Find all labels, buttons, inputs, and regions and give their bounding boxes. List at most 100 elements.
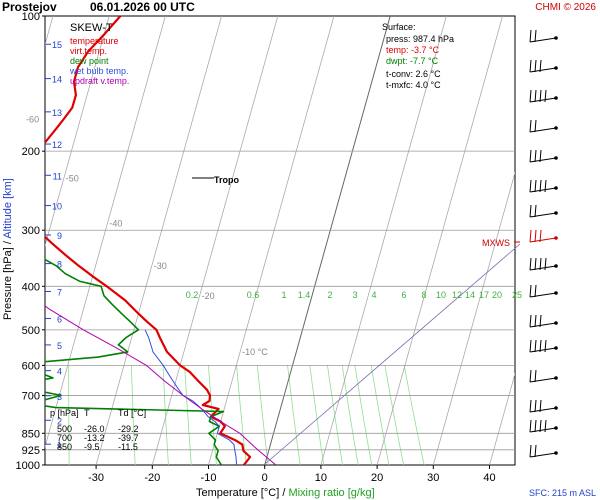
wind-barb-flag bbox=[534, 399, 537, 413]
altitude-tick-label: 3 bbox=[57, 392, 62, 402]
wind-barb-flag bbox=[539, 149, 542, 163]
max-forecast-temperature: t-mxfc: 4.0 °C bbox=[386, 80, 441, 90]
altitude-tick-label: 2 bbox=[57, 416, 62, 426]
wind-barb-flag bbox=[529, 59, 532, 73]
altitude-tick-label: 12 bbox=[52, 140, 62, 150]
wind-barb-flag bbox=[529, 444, 532, 458]
isotherm-label: -50 bbox=[66, 173, 79, 183]
wind-barb-station bbox=[554, 291, 558, 295]
mixing-ratio-label: 1 bbox=[281, 290, 286, 300]
wind-barb-flag bbox=[534, 149, 537, 163]
wind-barb-flag bbox=[544, 89, 547, 103]
wind-barb-station bbox=[554, 156, 558, 160]
wind-barb-flag bbox=[534, 444, 537, 458]
wind-barb-shaft bbox=[529, 212, 557, 218]
max-wind-marker: MXWS bbox=[264, 238, 521, 465]
x-axis-label: Temperature [°C] bbox=[196, 487, 279, 499]
isotherm-line bbox=[432, 171, 515, 465]
wind-barb-station bbox=[554, 236, 558, 240]
mixing-ratio-line bbox=[256, 365, 269, 465]
wind-barb-shaft bbox=[529, 265, 557, 271]
wind-barb-flag bbox=[529, 149, 532, 163]
wind-barb-flag bbox=[539, 399, 542, 413]
mixing-ratio-line bbox=[184, 365, 192, 465]
wind-barb-flag bbox=[534, 314, 537, 328]
wind-barb-station bbox=[554, 264, 558, 268]
isotherm-line bbox=[45, 16, 166, 449]
pressure-tick-label: 400 bbox=[22, 281, 40, 293]
level-table-cell: -29.2 bbox=[118, 424, 139, 434]
y-axis-title: Pressure [hPa] / Altitude [km] bbox=[2, 178, 14, 320]
level-table-header: Td [°C] bbox=[118, 408, 146, 418]
surface-pressure: press: 987.4 hPa bbox=[386, 34, 454, 44]
pressure-tick-label: 700 bbox=[22, 390, 40, 402]
wind-barb-flag bbox=[529, 369, 532, 383]
wind-barb-flag bbox=[534, 59, 537, 73]
legend-item: wet bulb temp. bbox=[69, 66, 129, 76]
wind-barb-station bbox=[554, 376, 558, 380]
wind-barb-station bbox=[554, 321, 558, 325]
pressure-tick-label: 1000 bbox=[16, 460, 40, 472]
mixing-ratio-line bbox=[384, 365, 404, 465]
isotherm-label: -60 bbox=[26, 114, 39, 124]
wind-barb-station bbox=[554, 346, 558, 350]
mixing-ratio-label: 3 bbox=[352, 290, 357, 300]
wind-barb-flag bbox=[534, 29, 537, 43]
mixing-ratio-line bbox=[309, 365, 325, 465]
wind-barb-flag bbox=[539, 314, 542, 328]
wind-barb-shaft bbox=[529, 187, 557, 193]
pressure-tick-label: 300 bbox=[22, 225, 40, 237]
pressure-tick-label: 850 bbox=[22, 428, 40, 440]
pressure-axis: 100 200 300 400 500 600 700 850 925 1000 bbox=[16, 11, 45, 472]
wind-barb-flag bbox=[539, 179, 542, 193]
wind-barb bbox=[529, 229, 558, 243]
wind-barb-flag bbox=[539, 257, 542, 271]
isobar-lines bbox=[45, 150, 515, 451]
pressure-tick-label: 925 bbox=[22, 445, 40, 457]
wind-barb-shaft bbox=[529, 407, 557, 413]
legend-item: temperature bbox=[70, 36, 119, 46]
isotherm-line bbox=[489, 372, 515, 465]
level-table-cell: -39.7 bbox=[118, 433, 139, 443]
mixing-ratio-label: 17 bbox=[479, 290, 489, 300]
wind-barb-station bbox=[554, 451, 558, 455]
mixing-ratio-label: 2 bbox=[327, 290, 332, 300]
wind-barb-flag bbox=[539, 229, 542, 243]
temperature-series bbox=[45, 16, 252, 465]
pressure-tick-label: 500 bbox=[22, 325, 40, 337]
wind-barb-shaft bbox=[529, 127, 557, 133]
legend-item: dew point bbox=[70, 56, 109, 66]
wind-barb bbox=[529, 149, 558, 163]
wind-barb-station bbox=[554, 211, 558, 215]
wind-barb bbox=[529, 257, 558, 271]
temperature-tick-label: 30 bbox=[427, 472, 439, 484]
wind-barb-flag bbox=[544, 339, 547, 353]
credit: CHMI © 2026 bbox=[535, 2, 596, 13]
wind-barb-shaft bbox=[529, 157, 557, 163]
temperature-axis: -30 -20 -10 0 10 20 30 40 bbox=[88, 465, 496, 484]
wind-barb-flag bbox=[544, 257, 547, 271]
wind-barb-shaft bbox=[529, 237, 557, 243]
wind-barb bbox=[529, 89, 558, 103]
mixing-ratio-label: 14 bbox=[465, 290, 475, 300]
wind-barb-flag bbox=[539, 339, 542, 353]
legend-title: SKEW-T bbox=[70, 22, 113, 34]
wind-barbs bbox=[529, 29, 558, 458]
mixing-ratio-line bbox=[208, 365, 217, 465]
wind-barb-flag bbox=[529, 284, 532, 298]
isotherm-label: -30 bbox=[154, 261, 167, 271]
surface-title: Surface: bbox=[382, 22, 416, 32]
altitude-tick-label: 6 bbox=[57, 315, 62, 325]
altitude-tick-label: 1 bbox=[57, 440, 62, 450]
wind-barb-flag bbox=[544, 179, 547, 193]
isotherm-lines bbox=[45, 16, 515, 465]
mixing-ratio-label: 6 bbox=[401, 290, 406, 300]
isotherm-line bbox=[264, 16, 391, 465]
wind-barb-shaft bbox=[529, 37, 557, 43]
mixing-ratio-line bbox=[162, 365, 169, 465]
temperature-tick-label: 20 bbox=[371, 472, 383, 484]
wind-barb-station bbox=[554, 406, 558, 410]
wind-barb bbox=[529, 119, 558, 133]
wind-barb-flag bbox=[534, 284, 537, 298]
wind-barb-station bbox=[554, 426, 558, 430]
